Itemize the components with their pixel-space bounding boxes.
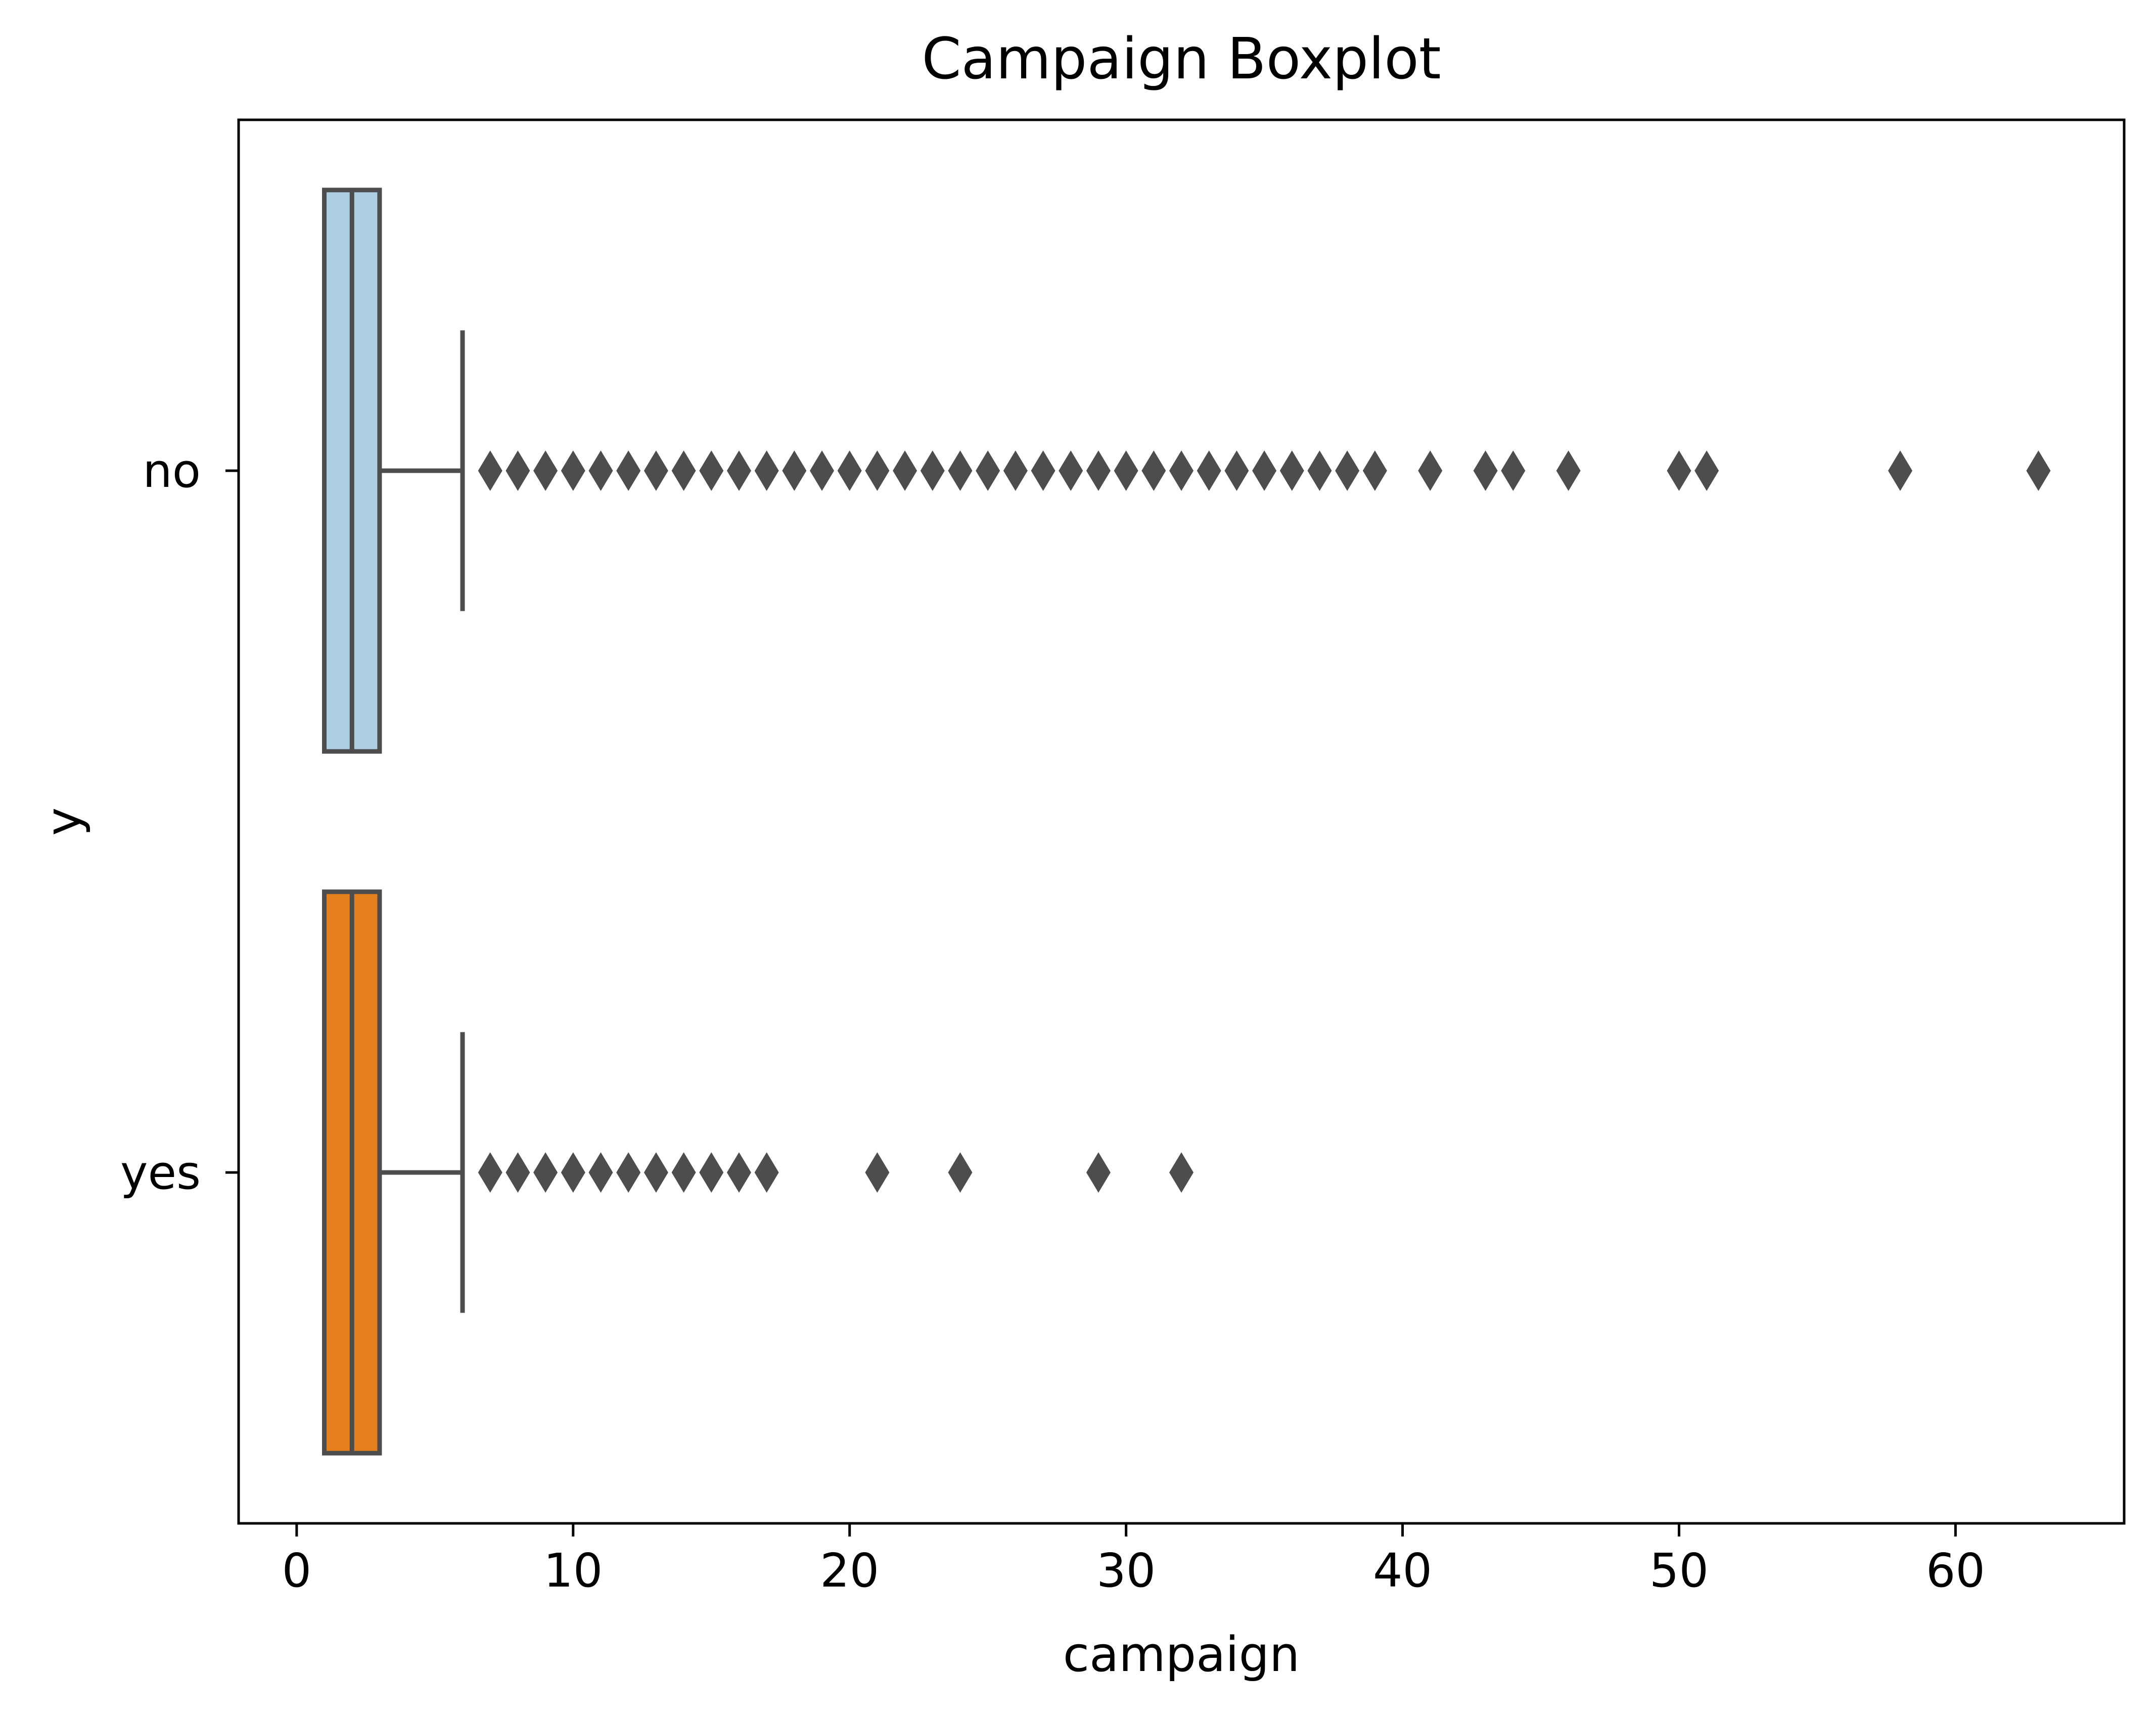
outlier-point-no [1667, 450, 1691, 491]
outlier-point-no [533, 450, 558, 491]
outlier-point-no [948, 450, 973, 491]
outlier-point-no [1197, 450, 1221, 491]
outlier-point-yes [726, 1152, 751, 1193]
plot-area: 0 10 20 30 40 50 60 no yes [120, 118, 2126, 1598]
outlier-point-no [1169, 450, 1194, 491]
outlier-point-no [810, 450, 835, 491]
outlier-point-no [588, 450, 613, 491]
outlier-point-no [976, 450, 1000, 491]
outlier-point-no [1252, 450, 1277, 491]
outlier-point-yes [699, 1152, 724, 1193]
outlier-point-no [1418, 450, 1443, 491]
outlier-point-no [865, 450, 890, 491]
outlier-point-no [1224, 450, 1249, 491]
outlier-point-no [893, 450, 918, 491]
outlier-point-no [920, 450, 945, 491]
outlier-point-yes [865, 1152, 890, 1193]
outlier-point-no [506, 450, 530, 491]
y-axis-label: y [36, 807, 91, 836]
x-axis-label: campaign [1063, 1627, 1300, 1683]
x-tick-label: 40 [1373, 1544, 1432, 1598]
outlier-point-yes [754, 1152, 779, 1193]
outlier-point-yes [644, 1152, 668, 1193]
outlier-point-no [1086, 450, 1111, 491]
outlier-point-no [1556, 450, 1581, 491]
outlier-point-no [837, 450, 862, 491]
outlier-point-no [782, 450, 807, 491]
y-tick-label: no [143, 444, 201, 498]
outlier-point-yes [616, 1152, 641, 1193]
outlier-point-no [644, 450, 668, 491]
outlier-point-yes [588, 1152, 613, 1193]
outlier-point-no [1003, 450, 1028, 491]
outlier-point-no [1114, 450, 1138, 491]
outlier-point-no [1059, 450, 1083, 491]
outlier-point-yes [948, 1152, 973, 1193]
outlier-point-yes [1169, 1152, 1194, 1193]
outlier-point-no [1501, 450, 1526, 491]
x-tick-label: 50 [1649, 1544, 1709, 1598]
outlier-point-yes [1086, 1152, 1111, 1193]
outlier-point-no [1335, 450, 1360, 491]
x-tick-label: 10 [543, 1544, 603, 1598]
outlier-point-yes [478, 1152, 502, 1193]
x-tick-label: 60 [1926, 1544, 1985, 1598]
outlier-point-no [754, 450, 779, 491]
x-tick-label: 20 [820, 1544, 879, 1598]
outlier-point-yes [561, 1152, 585, 1193]
outlier-point-no [726, 450, 751, 491]
outlier-point-no [1141, 450, 1166, 491]
outlier-point-no [478, 450, 502, 491]
outlier-point-no [1888, 450, 1912, 491]
x-tick-label: 0 [282, 1544, 312, 1598]
outlier-point-no [2026, 450, 2051, 491]
outlier-point-yes [671, 1152, 696, 1193]
x-tick-label: 30 [1096, 1544, 1156, 1598]
outlier-point-no [616, 450, 641, 491]
outlier-point-no [699, 450, 724, 491]
plot-frame [237, 118, 2126, 1525]
chart-title: Campaign Boxplot [922, 26, 1441, 92]
outlier-point-no [1279, 450, 1304, 491]
outlier-point-no [671, 450, 696, 491]
outlier-point-no [1694, 450, 1719, 491]
outlier-point-no [561, 450, 585, 491]
outlier-point-no [1362, 450, 1387, 491]
outlier-point-no [1031, 450, 1056, 491]
outlier-point-no [1473, 450, 1498, 491]
outlier-point-no [1307, 450, 1332, 491]
outlier-point-yes [506, 1152, 530, 1193]
outlier-point-yes [533, 1152, 558, 1193]
y-tick-label: yes [120, 1146, 201, 1200]
